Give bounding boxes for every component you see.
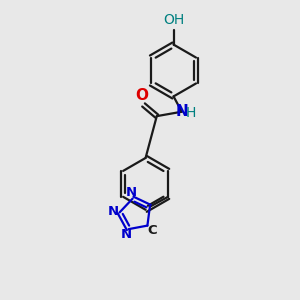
Text: OH: OH [164, 13, 185, 27]
Text: N: N [176, 104, 188, 119]
Text: O: O [136, 88, 148, 103]
Text: N: N [108, 205, 119, 218]
Text: N: N [126, 186, 137, 199]
Text: N: N [120, 229, 131, 242]
Text: H: H [186, 106, 196, 120]
Text: C: C [147, 224, 157, 237]
